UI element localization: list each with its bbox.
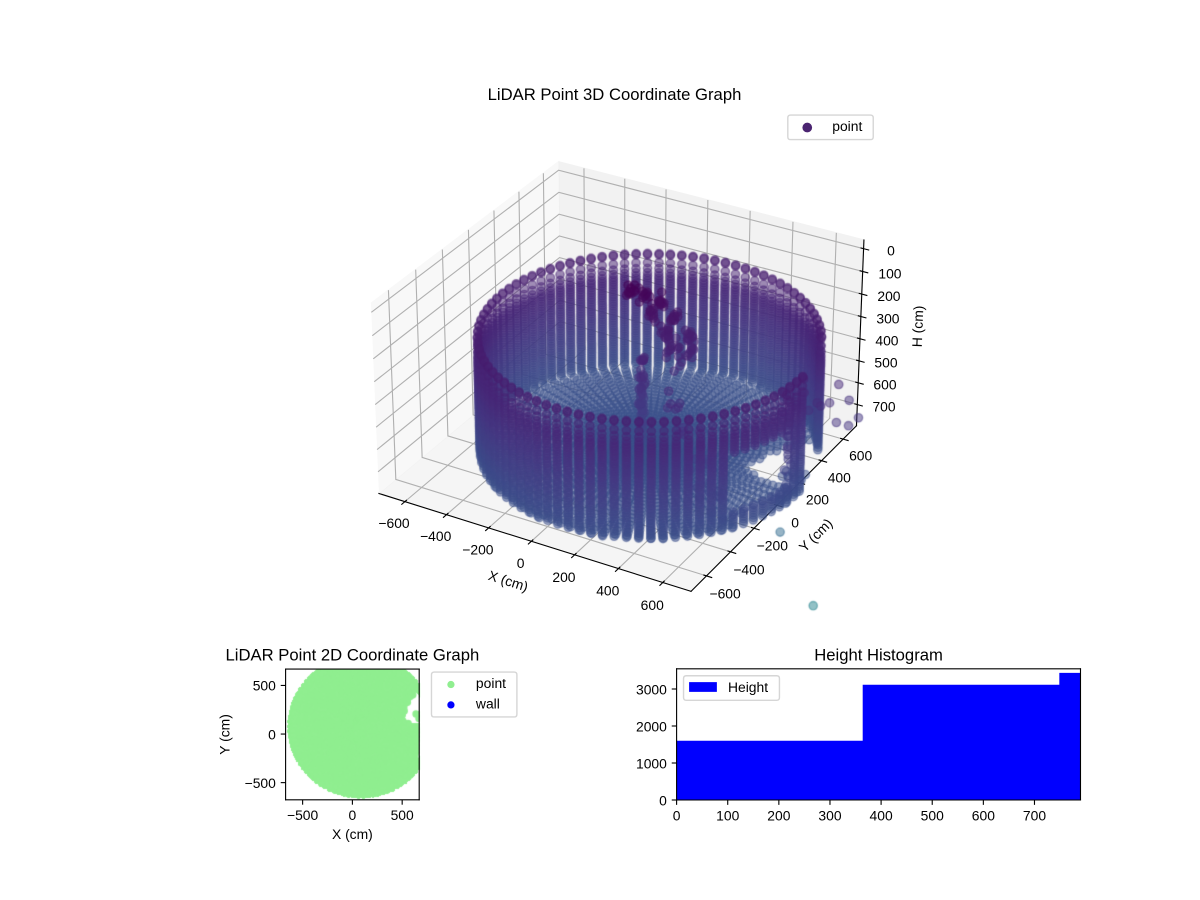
svg-text:−500: −500 [245, 775, 277, 791]
svg-text:X (cm): X (cm) [332, 826, 373, 842]
svg-text:point: point [476, 675, 506, 691]
svg-text:LiDAR Point 2D Coordinate Grap: LiDAR Point 2D Coordinate Graph [226, 646, 480, 665]
svg-text:0: 0 [349, 807, 357, 823]
svg-text:500: 500 [253, 678, 276, 694]
svg-text:LiDAR Point 3D Coordinate Grap: LiDAR Point 3D Coordinate Graph [488, 85, 742, 104]
svg-text:wall: wall [475, 696, 500, 712]
svg-text:500: 500 [391, 807, 414, 823]
svg-text:point: point [832, 118, 862, 134]
svg-text:−500: −500 [287, 807, 319, 823]
svg-text:0: 0 [268, 726, 276, 742]
svg-text:Y (cm): Y (cm) [216, 714, 232, 755]
